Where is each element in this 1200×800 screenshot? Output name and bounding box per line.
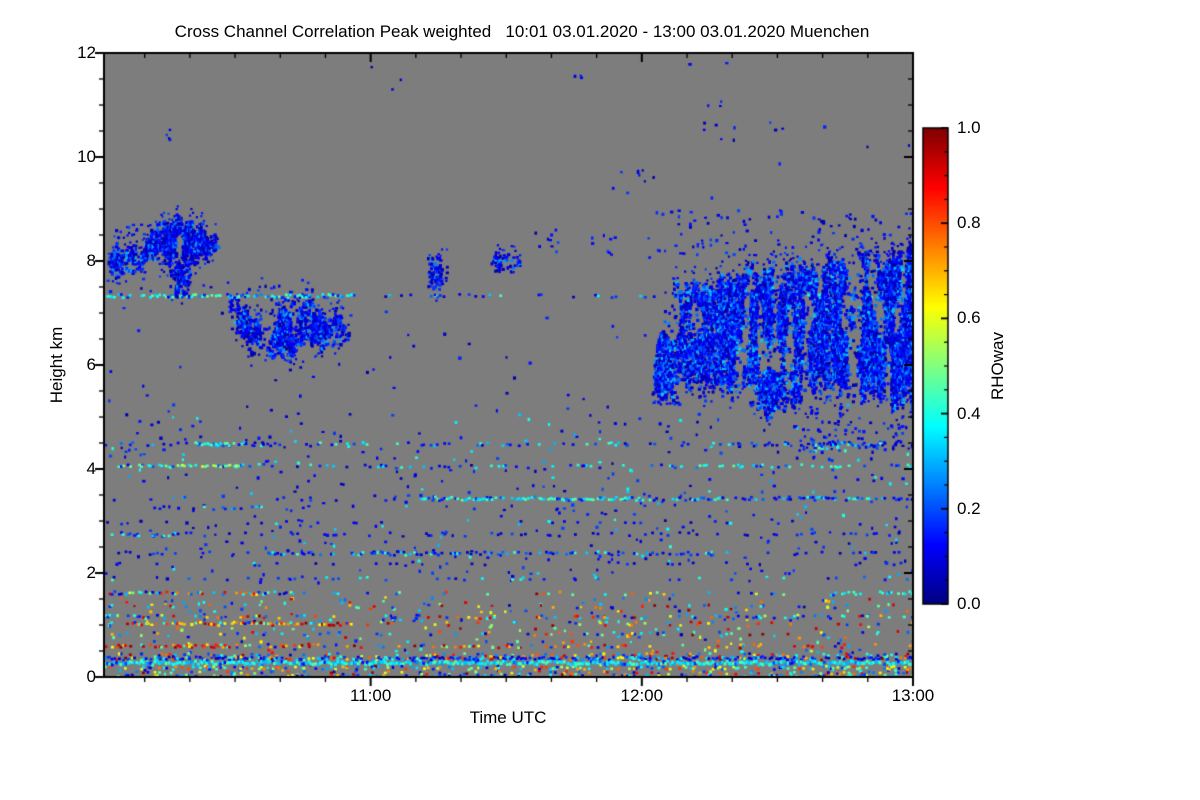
x-tick-label: 13:00 bbox=[891, 686, 935, 705]
y-tick-label: 4 bbox=[86, 459, 96, 478]
y-tick-label: 12 bbox=[77, 43, 96, 62]
y-tick-label: 6 bbox=[86, 355, 96, 374]
x-axis-label: Time UTC bbox=[469, 708, 547, 727]
colorbar-tick-label: 0.2 bbox=[957, 498, 981, 518]
chart-title: Cross Channel Correlation Peak weighted … bbox=[174, 22, 870, 41]
colorbar-tick-label: 0.0 bbox=[957, 594, 981, 613]
y-tick-label: 0 bbox=[86, 667, 96, 686]
y-tick-label: 8 bbox=[86, 251, 96, 270]
y-tick-label: 10 bbox=[77, 147, 96, 166]
colorbar-tick-label: 0.4 bbox=[957, 403, 981, 423]
x-tick-label: 11:00 bbox=[350, 686, 392, 705]
colorbar-tick-label: 0.6 bbox=[957, 308, 981, 328]
colorbar-label: RHOwav bbox=[988, 332, 1007, 401]
y-tick-label: 2 bbox=[86, 563, 96, 582]
colorbar-tick-label: 0.8 bbox=[957, 213, 981, 233]
x-tick-label: 12:00 bbox=[620, 686, 664, 705]
colorbar-tick-label: 1.0 bbox=[957, 118, 981, 137]
